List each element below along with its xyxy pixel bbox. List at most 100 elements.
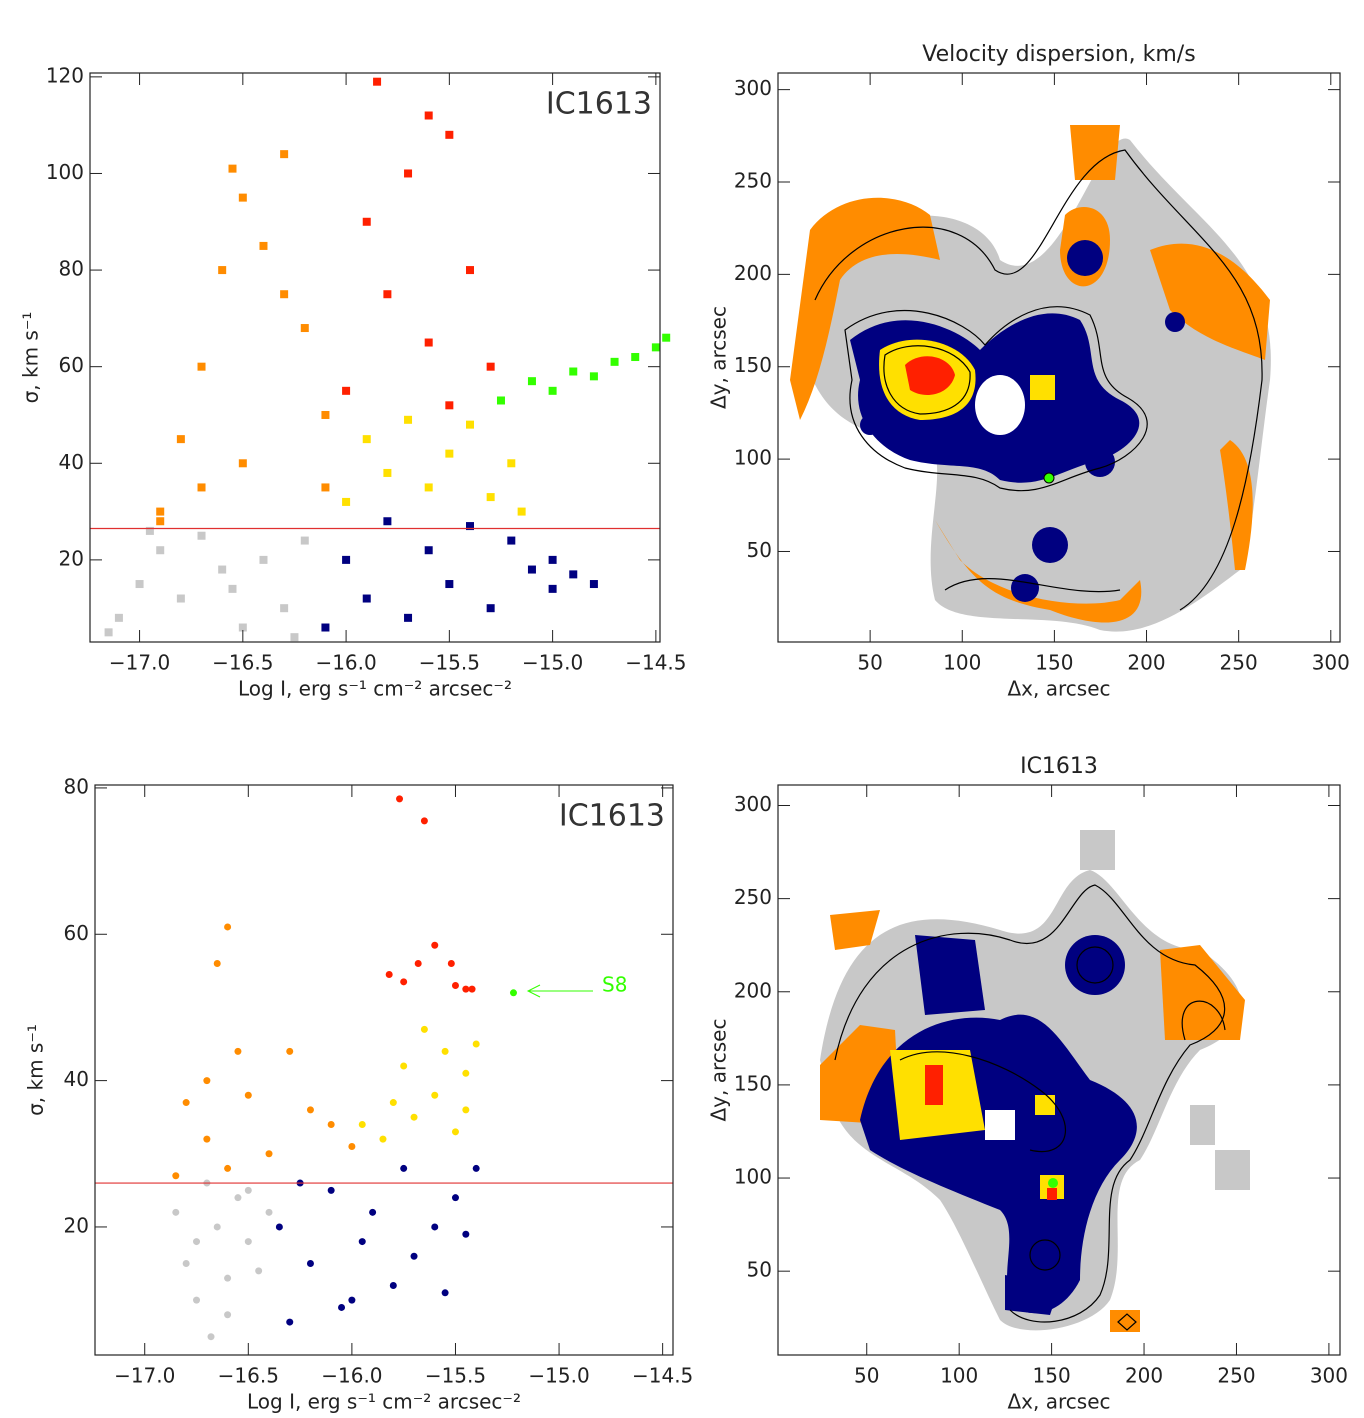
point: [445, 401, 454, 410]
x-tick-label: 200: [1127, 651, 1165, 675]
point: [462, 1069, 470, 1077]
point: [589, 372, 598, 381]
velocity-map-top: [790, 125, 1271, 632]
point: [280, 290, 289, 299]
point: [466, 420, 474, 429]
point: [286, 1047, 294, 1055]
y-axis-label: Δy, arcsec: [707, 1019, 731, 1122]
point: [255, 1267, 263, 1275]
chart-title: IC1613: [1020, 754, 1098, 779]
point: [306, 1260, 314, 1268]
point: [451, 1194, 459, 1202]
point: [396, 795, 404, 803]
point: [244, 1186, 252, 1194]
point: [342, 555, 351, 564]
point: [228, 164, 237, 173]
x-tick-label: 100: [940, 1364, 978, 1388]
x-tick-label: 150: [1033, 1364, 1071, 1388]
point: [265, 1150, 273, 1158]
velocity-map-bottom: [820, 830, 1250, 1332]
point: [441, 1289, 449, 1297]
x-tick-label: 200: [1125, 1364, 1163, 1388]
point: [348, 1142, 356, 1150]
point: [238, 459, 247, 468]
point: [441, 1047, 449, 1055]
y-tick-label: 20: [64, 1213, 89, 1237]
point: [379, 1135, 387, 1143]
point: [218, 565, 227, 574]
point: [207, 1333, 215, 1341]
y-tick-label: 50: [747, 538, 772, 562]
point: [548, 584, 557, 593]
point: [486, 362, 495, 371]
y-tick-label: 200: [734, 978, 772, 1002]
y-axis-label: Δy, arcsec: [707, 306, 731, 409]
point: [327, 1186, 335, 1194]
point: [203, 1077, 211, 1085]
point: [213, 1223, 221, 1231]
point: [362, 435, 371, 444]
point: [259, 241, 268, 250]
point: [651, 343, 660, 352]
point: [224, 1311, 232, 1319]
point: [445, 130, 454, 139]
y-tick-label: 200: [734, 261, 772, 285]
point: [362, 217, 371, 226]
annotation: IC1613: [559, 799, 665, 834]
x-tick-label: −16.0: [321, 1364, 382, 1388]
point: [156, 507, 165, 516]
point: [275, 1223, 283, 1231]
y-tick-label: 80: [64, 774, 89, 798]
x-tick-label: −14.5: [625, 651, 686, 675]
point: [445, 449, 454, 458]
plot-frame: [777, 784, 1341, 1356]
y-tick-label: 300: [734, 76, 772, 100]
point: [238, 193, 247, 202]
point: [527, 377, 536, 386]
point: [486, 493, 495, 502]
point: [472, 1164, 480, 1172]
point: [224, 923, 232, 931]
point: [569, 570, 578, 579]
arrow-head: [526, 984, 541, 998]
point: [369, 1208, 377, 1216]
x-axis-label: Log I, erg s⁻¹ cm⁻² arcsec⁻²: [247, 1390, 521, 1414]
point: [462, 1230, 470, 1238]
x-tick-label: −16.0: [315, 651, 376, 675]
point: [338, 1303, 346, 1311]
point: [466, 522, 474, 531]
x-axis-label: Δx, arcsec: [1008, 677, 1111, 701]
point: [362, 594, 371, 603]
point: [410, 1252, 418, 1260]
point: [589, 580, 598, 589]
point: [224, 1164, 232, 1172]
point: [431, 1223, 439, 1231]
x-tick-label: −14.5: [632, 1364, 693, 1388]
point: [424, 483, 433, 492]
point: [358, 1238, 366, 1246]
point: [527, 565, 536, 574]
y-tick-label: 250: [734, 885, 772, 909]
x-tick-label: −15.5: [425, 1364, 486, 1388]
y-tick-label: 100: [46, 160, 84, 184]
point: [662, 333, 671, 342]
point: [410, 1113, 418, 1121]
y-tick-label: 100: [734, 446, 772, 470]
plot-frame: [89, 72, 661, 643]
point: [389, 1099, 397, 1107]
chart-title: Velocity dispersion, km/s: [922, 42, 1195, 67]
x-axis-label: Log I, erg s⁻¹ cm⁻² arcsec⁻²: [238, 677, 512, 701]
point: [327, 1121, 335, 1129]
point: [424, 111, 433, 120]
point: [244, 1238, 252, 1246]
point: [238, 623, 247, 632]
point: [400, 1164, 408, 1172]
x-tick-label: 250: [1220, 651, 1258, 675]
point: [404, 415, 413, 424]
y-tick-label: 60: [64, 921, 89, 945]
point: [300, 324, 309, 333]
x-tick-label: −16.5: [218, 1364, 279, 1388]
point: [472, 1040, 480, 1048]
point: [182, 1099, 190, 1107]
point: [462, 1106, 470, 1114]
